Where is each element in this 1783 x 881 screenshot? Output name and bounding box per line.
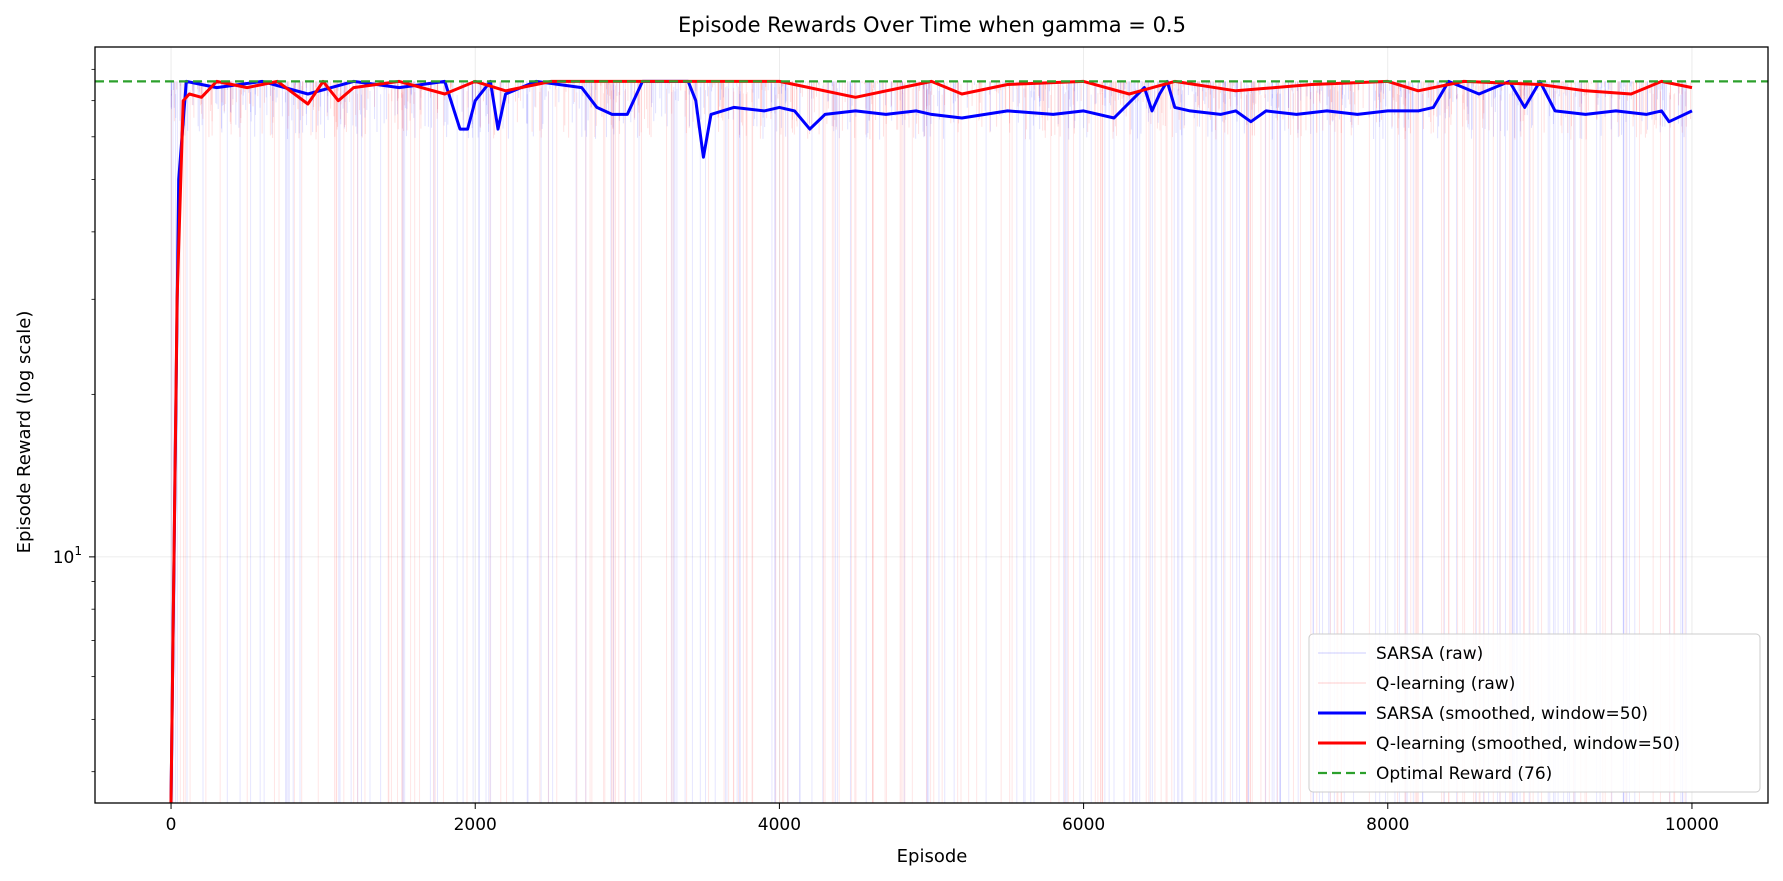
legend-label: SARSA (raw) (1376, 644, 1483, 664)
legend-label: Q-learning (raw) (1376, 674, 1515, 694)
y-axis-label: Episode Reward (log scale) (14, 311, 35, 554)
qlearning-smoothed-line (169, 79, 1693, 804)
x-tick-label: 6000 (1062, 815, 1105, 835)
raw-series-sarsa (170, 81, 1693, 803)
legend: SARSA (raw) Q-learning (raw) SARSA (smooth… (1308, 633, 1761, 793)
legend-label: Optimal Reward (76) (1376, 764, 1552, 784)
x-tick-label: 10000 (1665, 815, 1719, 835)
x-tick-label: 2000 (454, 815, 497, 835)
x-tick-label: 0 (166, 815, 177, 835)
x-tick-label: 4000 (758, 815, 801, 835)
y-tick-label: 101 (53, 544, 82, 568)
plot-frame (94, 46, 1769, 804)
axis-ticks: 0 2000 4000 6000 8000 10000 101 (53, 68, 1719, 835)
chart-title: Episode Rewards Over Time when gamma = 0… (678, 13, 1186, 37)
legend-box (1308, 633, 1761, 793)
grid (95, 47, 1768, 803)
sarsa-smoothed-line (169, 79, 1693, 804)
smoothed-series-layer (169, 79, 1693, 804)
legend-label: Q-learning (smoothed, window=50) (1376, 734, 1680, 754)
x-tick-label: 8000 (1366, 815, 1409, 835)
legend-label: SARSA (smoothed, window=50) (1376, 704, 1648, 724)
x-axis-label: Episode (897, 846, 968, 867)
